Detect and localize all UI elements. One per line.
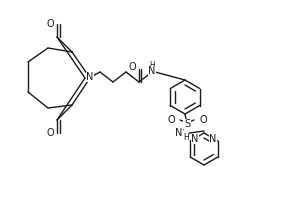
Text: H: H xyxy=(183,132,189,142)
Text: N: N xyxy=(175,128,183,138)
Text: N: N xyxy=(209,134,217,144)
Text: O: O xyxy=(46,19,54,29)
Text: N: N xyxy=(86,72,94,82)
Text: S: S xyxy=(184,119,190,129)
Text: O: O xyxy=(46,128,54,138)
Text: O: O xyxy=(128,62,136,72)
Text: N: N xyxy=(191,134,199,144)
Text: H: H xyxy=(149,62,155,71)
Text: N: N xyxy=(148,66,156,76)
Text: O: O xyxy=(167,115,175,125)
Text: O: O xyxy=(199,115,207,125)
